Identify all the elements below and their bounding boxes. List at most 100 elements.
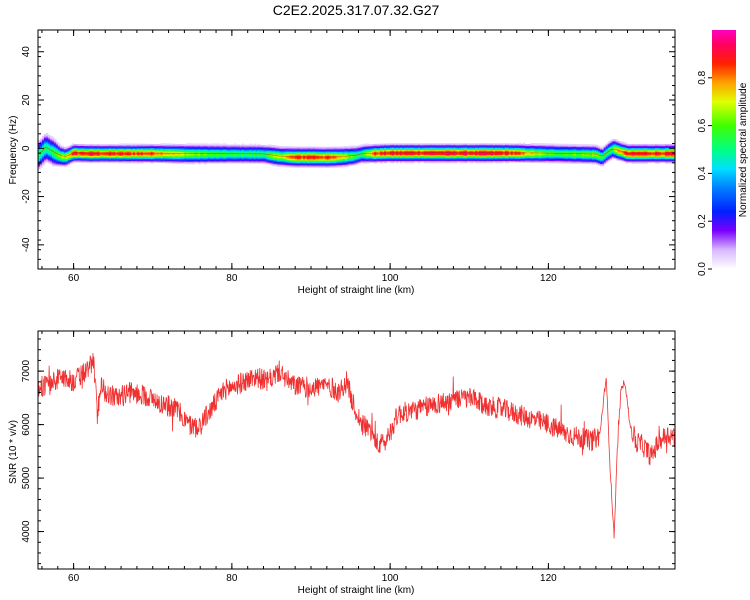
heatmap-cell bbox=[556, 149, 559, 152]
heatmap-cell bbox=[362, 157, 366, 159]
heatmap-cell bbox=[208, 145, 211, 148]
heatmap-cell bbox=[554, 147, 557, 150]
heatmap-cell bbox=[47, 153, 51, 155]
heatmap-cell bbox=[271, 154, 275, 157]
heatmap-cell bbox=[556, 146, 559, 148]
heatmap-cell bbox=[231, 157, 235, 160]
heatmap-cell bbox=[623, 159, 627, 161]
heatmap-cell bbox=[407, 149, 411, 152]
heatmap-cell bbox=[587, 151, 591, 154]
heatmap-cell bbox=[182, 156, 185, 159]
heatmap-cell bbox=[380, 153, 383, 156]
heatmap-cell bbox=[210, 159, 213, 161]
heatmap-cell bbox=[134, 161, 138, 164]
heatmap-cell bbox=[227, 153, 231, 155]
heatmap-cell bbox=[320, 166, 324, 168]
heatmap-cell bbox=[336, 159, 340, 162]
heatmap-cell bbox=[134, 155, 138, 158]
heatmap-cell bbox=[314, 158, 318, 161]
heatmap-cell bbox=[241, 156, 245, 159]
heatmap-cell bbox=[500, 147, 504, 149]
heatmap-cell bbox=[512, 159, 516, 162]
heatmap-cell bbox=[498, 149, 502, 152]
heatmap-cell bbox=[494, 149, 498, 152]
heatmap-cell bbox=[113, 149, 116, 152]
heatmap-cell bbox=[259, 161, 263, 164]
heatmap-cell bbox=[427, 159, 431, 161]
heatmap-cell bbox=[269, 149, 273, 152]
heatmap-cell bbox=[433, 161, 437, 164]
heatmap-cell bbox=[43, 143, 47, 146]
heatmap-cell bbox=[429, 161, 433, 164]
heatmap-cell bbox=[461, 145, 464, 148]
heatmap-cell bbox=[582, 149, 585, 151]
heatmap-cell bbox=[417, 155, 421, 158]
heatmap-cell bbox=[445, 145, 449, 148]
heatmap-cell bbox=[243, 160, 247, 163]
heatmap-cell bbox=[597, 145, 601, 148]
heatmap-cell bbox=[326, 164, 330, 167]
heatmap-cell bbox=[342, 152, 346, 155]
heatmap-cell bbox=[578, 153, 581, 156]
heatmap-cell bbox=[231, 148, 235, 151]
heatmap-cell bbox=[580, 157, 583, 160]
heatmap-cell bbox=[625, 147, 629, 150]
heatmap-cell bbox=[53, 139, 57, 141]
heatmap-cell bbox=[322, 151, 326, 154]
heatmap-cell bbox=[279, 155, 282, 158]
heatmap-cell bbox=[471, 157, 474, 160]
heatmap-cell bbox=[324, 158, 328, 161]
heatmap-cell bbox=[346, 165, 350, 168]
heatmap-cell bbox=[152, 150, 156, 152]
heatmap-cell bbox=[162, 144, 166, 147]
heatmap-cell bbox=[473, 160, 476, 163]
heatmap-cell bbox=[562, 158, 565, 161]
heatmap-cell bbox=[473, 154, 476, 157]
heatmap-cell bbox=[38, 156, 41, 159]
heatmap-cell bbox=[584, 157, 587, 160]
heatmap-cell bbox=[154, 144, 158, 146]
heatmap-cell bbox=[45, 139, 49, 141]
heatmap-cell bbox=[439, 159, 443, 161]
heatmap-cell bbox=[91, 144, 94, 147]
heatmap-cell bbox=[506, 148, 510, 151]
heatmap-cell bbox=[572, 145, 575, 147]
heatmap-cell bbox=[599, 158, 603, 161]
heatmap-cell bbox=[635, 160, 639, 163]
heatmap-cell bbox=[425, 153, 429, 155]
heatmap-cell bbox=[487, 149, 490, 152]
heatmap-cell bbox=[47, 154, 51, 157]
heatmap-cell bbox=[91, 158, 94, 161]
heatmap-cell bbox=[368, 144, 371, 147]
heatmap-cell bbox=[500, 145, 504, 148]
heatmap-cell bbox=[591, 145, 595, 148]
heatmap-cell bbox=[210, 156, 213, 159]
heatmap-cell bbox=[589, 157, 593, 160]
heatmap-cell bbox=[245, 148, 249, 151]
heatmap-cell bbox=[496, 145, 500, 148]
heatmap-cell bbox=[154, 150, 158, 152]
heatmap-cell bbox=[138, 147, 142, 150]
heatmap-cell bbox=[576, 160, 579, 163]
heatmap-cell bbox=[453, 150, 457, 153]
heatmap-cell bbox=[362, 143, 366, 146]
heatmap-cell bbox=[352, 161, 356, 163]
heatmap-cell bbox=[156, 150, 160, 153]
heatmap-cell bbox=[285, 154, 288, 157]
heatmap-cell bbox=[210, 154, 213, 157]
heatmap-cell bbox=[510, 150, 514, 153]
heatmap-cell bbox=[358, 157, 362, 159]
heatmap-cell bbox=[465, 148, 468, 151]
heatmap-cell bbox=[348, 149, 352, 152]
heatmap-cell bbox=[338, 164, 342, 167]
heatmap-cell bbox=[227, 145, 231, 148]
heatmap-cell bbox=[176, 143, 180, 146]
heatmap-cell bbox=[556, 154, 559, 157]
heatmap-cell bbox=[475, 147, 478, 149]
heatmap-cell bbox=[508, 156, 512, 159]
heatmap-cell bbox=[251, 160, 255, 163]
heatmap-cell bbox=[625, 154, 629, 157]
heatmap-cell bbox=[299, 164, 302, 167]
heatmap-cell bbox=[392, 150, 395, 153]
heatmap-cell bbox=[621, 148, 625, 151]
